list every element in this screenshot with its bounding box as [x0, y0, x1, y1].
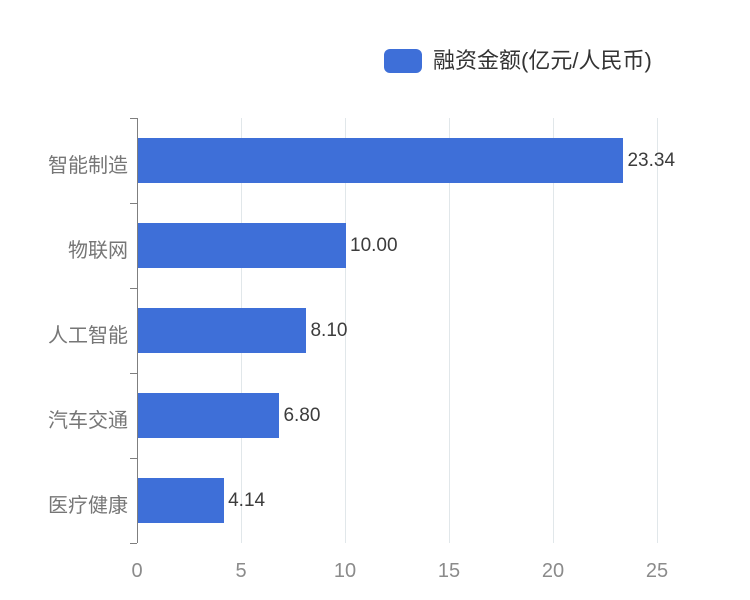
x-tick-label: 10	[333, 560, 357, 582]
x-tick-label: 5	[235, 560, 247, 582]
category-label: 人工智能	[48, 324, 128, 347]
y-axis-line	[137, 118, 138, 543]
category-label: 汽车交通	[48, 409, 128, 432]
bar-value-label: 8.10	[310, 319, 348, 341]
bar-value-label: 23.34	[627, 149, 676, 171]
gridline	[657, 118, 658, 543]
bar[interactable]	[138, 223, 346, 268]
category-label: 智能制造	[48, 154, 128, 177]
bar-value-label: 4.14	[228, 489, 266, 511]
y-axis-tick	[130, 118, 137, 119]
bar-value-label: 10.00	[350, 234, 398, 256]
legend[interactable]: 融资金额(亿元/人民币)	[384, 48, 652, 74]
legend-label: 融资金额(亿元/人民币)	[433, 48, 652, 73]
x-tick-label: 0	[131, 560, 143, 582]
category-label: 物联网	[68, 239, 128, 262]
bar-value-label: 6.80	[283, 404, 321, 426]
y-axis-tick	[130, 543, 137, 544]
bar[interactable]	[138, 308, 307, 353]
y-axis-tick	[130, 373, 137, 374]
category-label: 医疗健康	[48, 494, 128, 517]
y-axis-tick	[130, 288, 137, 289]
bar[interactable]	[138, 393, 280, 438]
legend-swatch-icon	[384, 49, 422, 73]
x-tick-label: 20	[541, 560, 565, 582]
gridline	[345, 118, 346, 543]
bar[interactable]	[138, 138, 624, 183]
y-axis-tick	[130, 458, 137, 459]
bar[interactable]	[138, 478, 225, 523]
x-tick-label: 25	[645, 560, 669, 582]
gridline	[553, 118, 554, 543]
y-axis-tick	[130, 203, 137, 204]
gridline	[449, 118, 450, 543]
x-tick-label: 15	[437, 560, 461, 582]
